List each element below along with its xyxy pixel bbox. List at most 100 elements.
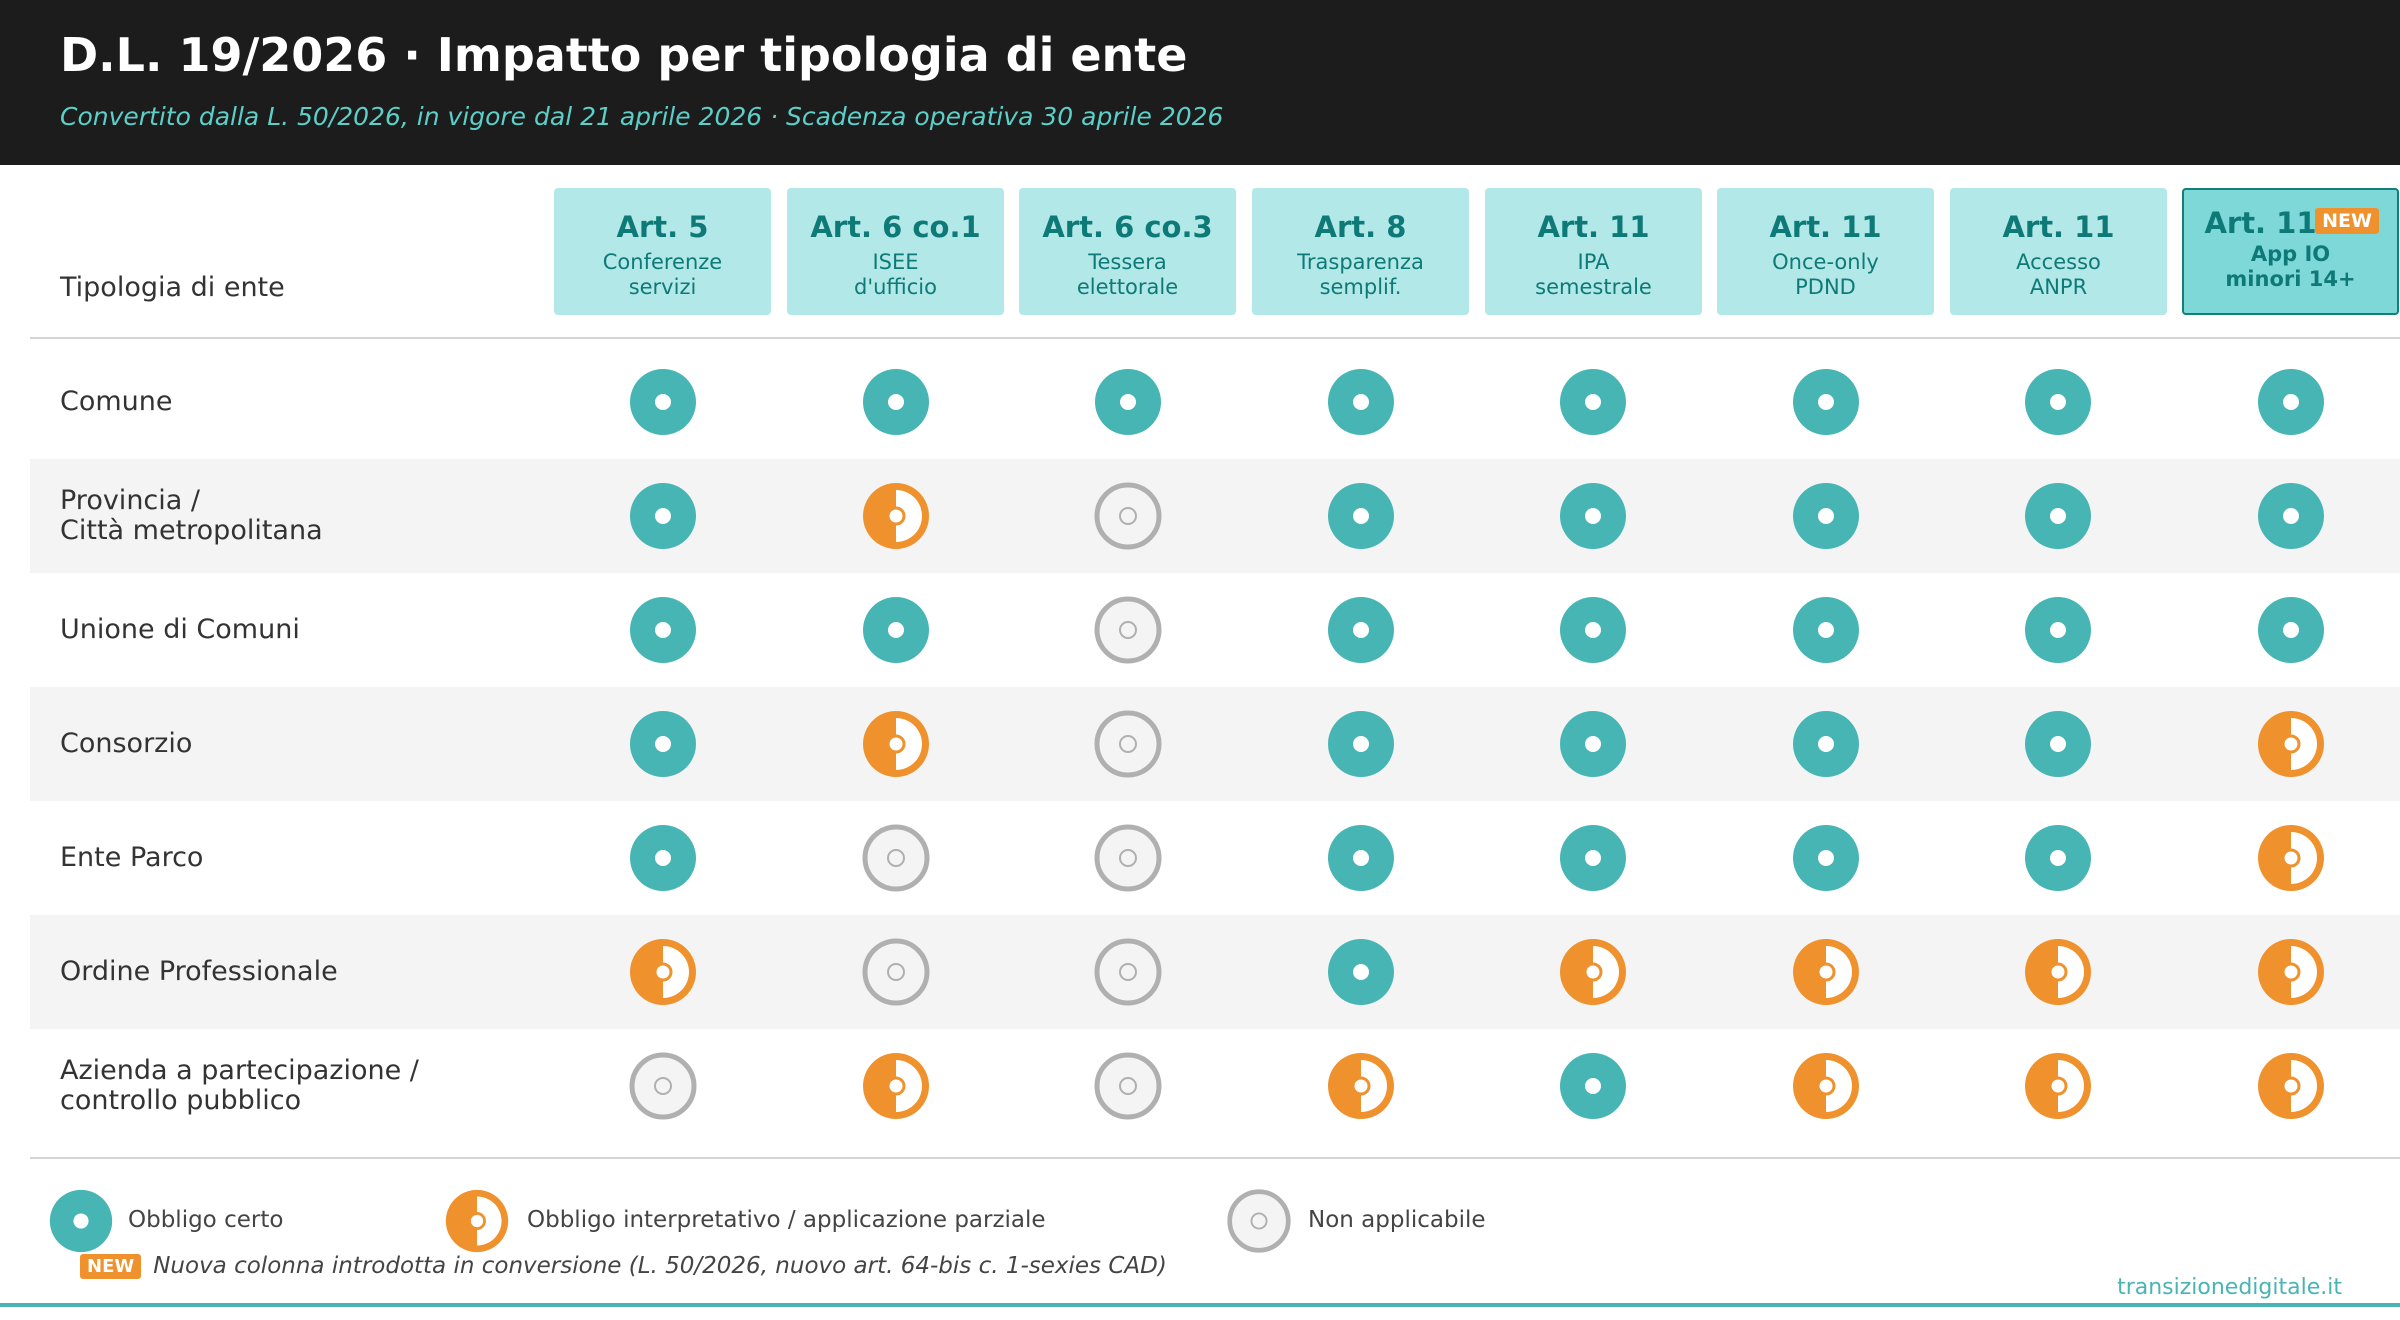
cell-certo: [1557, 480, 1629, 552]
cell-na: [627, 1050, 699, 1122]
footer-divider: [30, 1157, 2400, 1159]
footnote: NEW Nuova colonna introdotta in conversio…: [80, 1253, 1167, 1279]
cell-certo: [1557, 366, 1629, 438]
cell-certo: [2022, 366, 2094, 438]
status-certo-icon: [1793, 369, 1859, 435]
cell-certo: [1325, 594, 1397, 666]
status-certo-icon: [1328, 711, 1394, 777]
legend-label-parziale: Obbligo interpretativo / applicazione pa…: [527, 1207, 1046, 1233]
column-subtitle: IPA semestrale: [1535, 250, 1652, 299]
status-parziale-icon: [2025, 939, 2091, 1005]
column-subtitle: Tessera elettorale: [1076, 250, 1179, 299]
cell-certo: [2022, 594, 2094, 666]
column-header-8: Art. 11 NEW App IO minori 14+: [2182, 188, 2399, 315]
status-na-icon: [862, 938, 930, 1006]
status-parziale-icon: [863, 483, 929, 549]
cell-parziale: [2255, 708, 2327, 780]
cell-na: [1092, 480, 1164, 552]
cell-parziale: [1557, 936, 1629, 1008]
column-header-4: Art. 8 Trasparenza semplif.: [1252, 188, 1469, 315]
column-article: Art. 6 co.1: [810, 210, 981, 244]
row-header-label: Tipologia di ente: [60, 272, 285, 303]
status-certo-icon: [1328, 825, 1394, 891]
cell-parziale: [1325, 1050, 1397, 1122]
status-certo-icon: [863, 597, 929, 663]
status-certo-icon: [630, 711, 696, 777]
status-certo-icon: [863, 369, 929, 435]
column-header-7: Art. 11 Accesso ANPR: [1950, 188, 2167, 315]
cell-certo: [2255, 594, 2327, 666]
cell-parziale: [1790, 936, 1862, 1008]
cell-certo: [1325, 366, 1397, 438]
status-na-icon: [629, 1052, 697, 1120]
status-parziale-icon: [2025, 1053, 2091, 1119]
status-certo-icon: [2025, 825, 2091, 891]
table-row: Ordine Professionale: [30, 915, 2400, 1029]
cell-parziale: [1790, 1050, 1862, 1122]
column-header-1: Art. 5 Conferenze servizi: [554, 188, 771, 315]
status-na-icon: [1094, 710, 1162, 778]
column-article: Art. 8: [1314, 210, 1407, 244]
status-certo-icon: [2258, 597, 2324, 663]
status-certo-icon: [1328, 483, 1394, 549]
column-header-2: Art. 6 co.1 ISEE d'ufficio: [787, 188, 1004, 315]
page-title: D.L. 19/2026 · Impatto per tipologia di …: [60, 28, 1188, 82]
cell-certo: [2022, 708, 2094, 780]
cell-certo: [1325, 936, 1397, 1008]
row-label: Ordine Professionale: [60, 956, 338, 987]
status-certo-icon: [1560, 597, 1626, 663]
row-label: Ente Parco: [60, 842, 204, 873]
cell-certo: [1092, 366, 1164, 438]
status-certo-icon: [1328, 939, 1394, 1005]
status-certo-icon: [2258, 369, 2324, 435]
legend-icon-na: [1225, 1187, 1293, 1255]
cell-parziale: [2255, 822, 2327, 894]
source-credit: transizionedigitale.it: [2117, 1275, 2342, 1300]
cell-parziale: [2255, 936, 2327, 1008]
legend-na-icon: [1227, 1189, 1291, 1253]
status-parziale-icon: [2258, 825, 2324, 891]
legend-parziale-icon: [445, 1189, 509, 1253]
status-certo-icon: [1793, 483, 1859, 549]
cell-parziale: [2022, 1050, 2094, 1122]
row-label: Provincia / Città metropolitana: [60, 485, 323, 546]
column-header-5: Art. 11 IPA semestrale: [1485, 188, 1702, 315]
cell-parziale: [2255, 1050, 2327, 1122]
column-article: Art. 5: [616, 210, 709, 244]
column-header-3: Art. 6 co.3 Tessera elettorale: [1019, 188, 1236, 315]
status-na-icon: [1094, 596, 1162, 664]
table-row: Unione di Comuni: [30, 573, 2400, 687]
header-divider: [30, 337, 2400, 339]
status-certo-icon: [2025, 597, 2091, 663]
table-row: Ente Parco: [30, 801, 2400, 915]
cell-certo: [2255, 366, 2327, 438]
cell-certo: [2255, 480, 2327, 552]
status-certo-icon: [1328, 597, 1394, 663]
cell-certo: [627, 708, 699, 780]
status-certo-icon: [630, 483, 696, 549]
status-certo-icon: [1560, 483, 1626, 549]
status-certo-icon: [2258, 483, 2324, 549]
bottom-rule: [0, 1303, 2400, 1307]
status-na-icon: [1094, 1052, 1162, 1120]
column-article: Art. 11: [2204, 206, 2317, 240]
status-parziale-icon: [1560, 939, 1626, 1005]
status-certo-icon: [630, 369, 696, 435]
status-certo-icon: [2025, 369, 2091, 435]
status-parziale-icon: [1793, 939, 1859, 1005]
column-subtitle: App IO minori 14+: [2225, 242, 2356, 291]
footnote-text: Nuova colonna introdotta in conversione …: [153, 1253, 1167, 1279]
column-subtitle: Accesso ANPR: [2016, 250, 2101, 299]
status-na-icon: [1094, 824, 1162, 892]
status-certo-icon: [2025, 711, 2091, 777]
column-article: Art. 11: [1769, 210, 1882, 244]
legend-certo-icon: [49, 1189, 113, 1253]
status-na-icon: [862, 824, 930, 892]
status-certo-icon: [1793, 597, 1859, 663]
new-badge: NEW: [2315, 208, 2379, 234]
cell-certo: [627, 822, 699, 894]
legend-label-certo: Obbligo certo: [128, 1207, 284, 1233]
status-parziale-icon: [2258, 1053, 2324, 1119]
status-parziale-icon: [1793, 1053, 1859, 1119]
table-row: Comune: [30, 345, 2400, 459]
